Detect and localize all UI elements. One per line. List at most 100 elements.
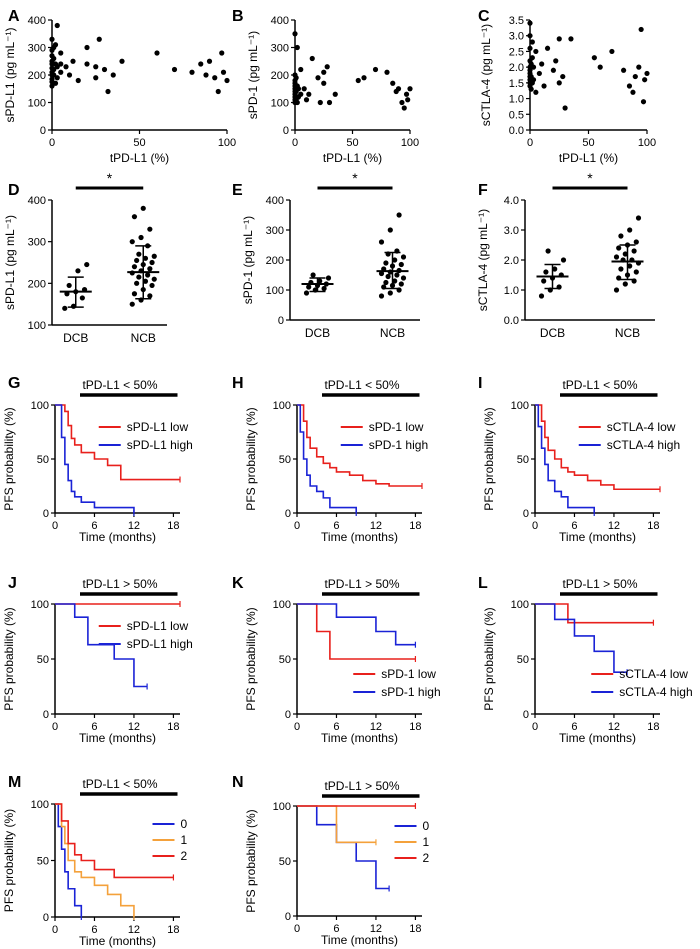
data-point	[49, 83, 55, 89]
chart-title: tPD-L1 > 50%	[324, 779, 399, 793]
panel-label-L: L	[478, 575, 488, 592]
chart-title: tPD-L1 < 50%	[324, 378, 399, 392]
legend-label: sPD-L1 high	[127, 637, 193, 651]
legend-label: sPD-L1 low	[127, 619, 189, 633]
data-point	[553, 58, 559, 64]
panel-label-K: K	[232, 575, 244, 592]
data-point	[378, 270, 385, 277]
legend-label: 2	[181, 849, 188, 863]
legend-label: 0	[423, 819, 430, 833]
y-tick-label: 100	[511, 599, 529, 611]
data-point	[556, 36, 562, 42]
y-tick-label: 300	[28, 237, 46, 249]
x-tick-label: 0	[532, 520, 538, 532]
legend-label: 1	[423, 835, 430, 849]
data-point	[533, 48, 539, 55]
data-point	[149, 259, 155, 266]
legend-label: sPD-L1 low	[127, 420, 189, 434]
y-axis-label: PFS probability (%)	[2, 809, 16, 912]
y-tick-label: 200	[271, 70, 289, 82]
data-point	[292, 31, 298, 37]
data-point	[383, 260, 389, 266]
panel-H: H 0 50 100 0 6 12 18 Time (months) PFS probabilit…	[232, 375, 428, 544]
category-label: NCB	[131, 331, 156, 345]
y-tick-label: 300	[28, 43, 46, 55]
x-tick-label: 0	[52, 520, 58, 532]
y-tick-label: 100	[31, 799, 49, 811]
data-point	[378, 293, 385, 299]
data-point	[147, 266, 153, 272]
x-axis-label: Time (months)	[321, 731, 398, 745]
y-tick-label: 0	[285, 911, 291, 923]
panel-label-I: I	[478, 375, 482, 392]
data-point	[129, 301, 135, 307]
x-tick-label: 0	[294, 721, 300, 733]
km-curve-1	[55, 803, 135, 917]
panel-label-N: N	[232, 774, 244, 791]
y-tick-label: 1.0	[504, 285, 519, 297]
panel-G: G 0 50 100 0 6 12 18 Time (months) PFS probabilit…	[2, 375, 193, 544]
data-point	[618, 233, 624, 239]
y-tick-label: 3.0	[504, 225, 519, 237]
x-axis-label: Time (months)	[321, 530, 398, 544]
x-tick-label: 6	[571, 721, 577, 733]
data-point	[151, 276, 157, 282]
y-tick-label: 100	[266, 285, 284, 297]
panel-A: A 0 100 200 300 400 0 50 100 tPD-L1 (%) sPD-L1 (pg…	[3, 8, 236, 165]
legend-label: sPD-1 high	[369, 438, 428, 452]
data-point	[399, 99, 405, 106]
data-point	[131, 291, 138, 297]
data-point	[632, 73, 638, 80]
data-point	[220, 69, 227, 75]
x-axis-label: tPD-L1 (%)	[110, 151, 169, 165]
x-tick-label: 0	[52, 924, 58, 936]
y-tick-label: 50	[37, 856, 49, 868]
panel-I: I 0 50 100 0 6 12 18 Time (months) PFS probabilit…	[478, 375, 680, 544]
data-point	[355, 77, 361, 84]
data-point	[215, 88, 221, 95]
km-curve-sPD-L1-low	[55, 404, 180, 481]
x-tick-label: 100	[401, 137, 419, 149]
data-point	[361, 75, 367, 81]
data-point	[560, 257, 567, 263]
data-point	[390, 80, 396, 86]
data-point	[541, 83, 547, 89]
y-tick-label: 100	[28, 320, 46, 332]
data-point	[627, 227, 633, 233]
x-tick-label: 18	[409, 923, 421, 935]
x-tick-label: 12	[370, 923, 382, 935]
x-tick-label: 6	[333, 721, 339, 733]
data-point	[294, 44, 300, 51]
data-point	[552, 266, 558, 272]
y-tick-label: 0	[278, 315, 284, 327]
data-point	[401, 105, 407, 111]
panel-label-M: M	[8, 774, 21, 791]
km-curve-1	[297, 805, 376, 844]
y-tick-label: 50	[37, 654, 49, 666]
data-point	[66, 282, 72, 289]
data-point	[84, 61, 90, 67]
panel-label-C: C	[478, 8, 490, 25]
x-axis-label: Time (months)	[79, 530, 156, 544]
legend-label: 1	[181, 833, 188, 847]
data-point	[140, 205, 146, 211]
km-curve-sCTLA-4-high	[535, 603, 628, 673]
significance-label: *	[107, 170, 113, 186]
data-point	[533, 89, 539, 95]
y-tick-label: 300	[266, 225, 284, 237]
panel-L: L 0 50 100 0 6 12 18 Time (months) PFS probabilit…	[478, 575, 693, 745]
y-tick-label: 200	[28, 70, 46, 82]
data-point	[640, 99, 647, 105]
y-tick-label: 50	[279, 856, 291, 868]
data-point	[550, 67, 557, 73]
data-point	[58, 61, 64, 67]
data-point	[298, 66, 304, 73]
km-curve-sPD-1-low	[297, 404, 422, 487]
y-tick-label: 3.5	[509, 15, 524, 27]
x-axis-label: Time (months)	[79, 731, 156, 745]
x-tick-label: 18	[409, 721, 421, 733]
y-tick-label: 0	[40, 125, 46, 137]
data-point	[616, 245, 622, 251]
